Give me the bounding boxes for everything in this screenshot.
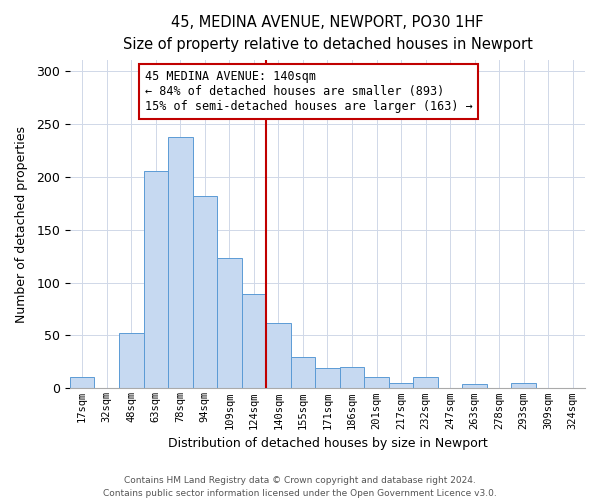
Text: 45 MEDINA AVENUE: 140sqm
← 84% of detached houses are smaller (893)
15% of semi-: 45 MEDINA AVENUE: 140sqm ← 84% of detach… [145,70,472,113]
Bar [168,136,193,388]
Bar [315,368,340,388]
Bar [242,294,266,388]
Y-axis label: Number of detached properties: Number of detached properties [15,126,28,323]
Bar [463,384,487,388]
Bar [290,356,315,388]
Bar [364,376,389,388]
Bar [389,383,413,388]
Bar [217,258,242,388]
Bar [266,323,290,388]
Bar [413,376,438,388]
Bar [70,376,94,388]
Bar [119,334,143,388]
Bar [143,172,168,388]
X-axis label: Distribution of detached houses by size in Newport: Distribution of detached houses by size … [167,437,487,450]
Bar [340,367,364,388]
Bar [193,196,217,388]
Text: Contains HM Land Registry data © Crown copyright and database right 2024.
Contai: Contains HM Land Registry data © Crown c… [103,476,497,498]
Title: 45, MEDINA AVENUE, NEWPORT, PO30 1HF
Size of property relative to detached house: 45, MEDINA AVENUE, NEWPORT, PO30 1HF Siz… [122,15,532,52]
Bar [511,383,536,388]
